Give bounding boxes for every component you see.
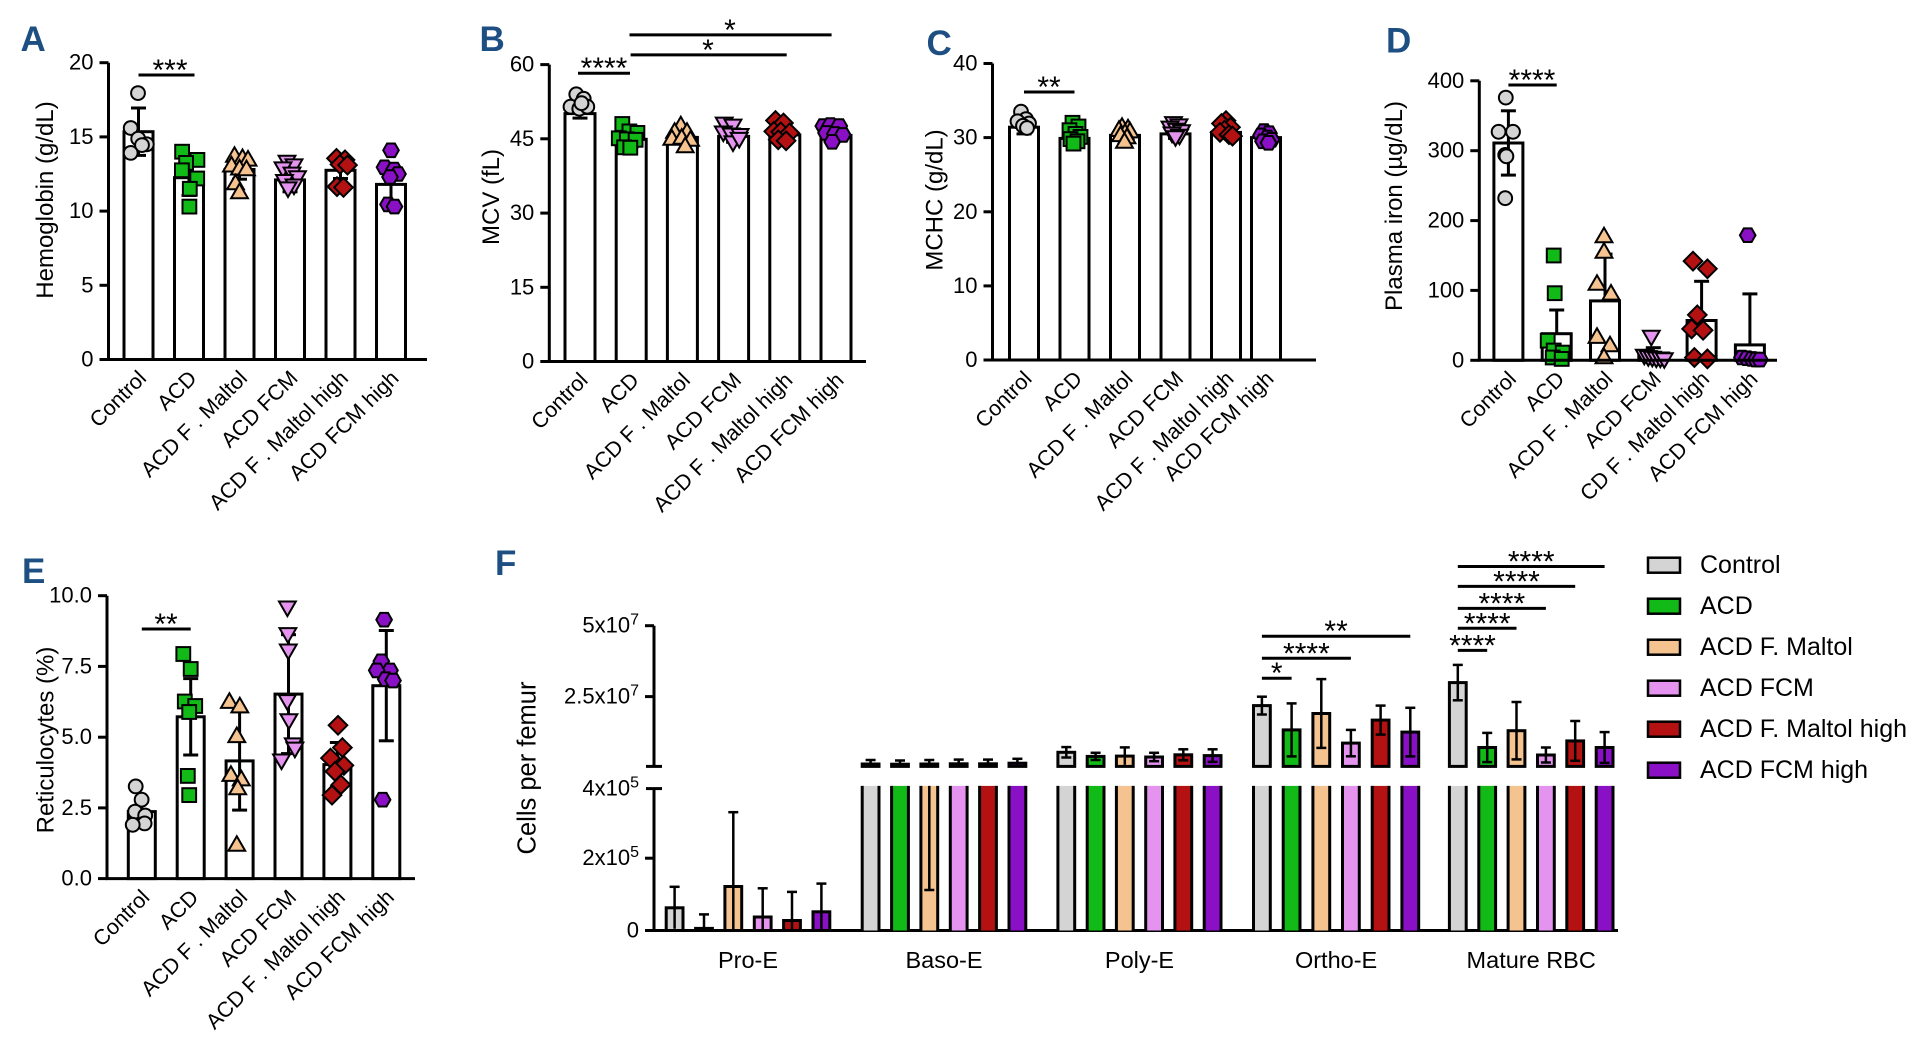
svg-text:60: 60 [510,52,534,77]
svg-text:Mature RBC: Mature RBC [1467,947,1596,973]
svg-text:A: A [21,20,46,59]
svg-text:**: ** [1037,71,1061,104]
svg-text:*: * [702,34,714,67]
svg-text:F: F [495,544,516,583]
svg-text:7.5: 7.5 [61,653,92,678]
svg-text:****: **** [1464,607,1511,640]
svg-text:ACD F. Maltol high: ACD F. Maltol high [1700,715,1907,743]
svg-text:ACD F. Maltol: ACD F. Maltol [1700,633,1853,661]
svg-text:ACD FCM: ACD FCM [1700,674,1814,702]
svg-text:ACD: ACD [1700,592,1753,620]
svg-text:2.5: 2.5 [61,795,92,820]
svg-text:Control: Control [1700,551,1781,579]
svg-text:****: **** [1449,629,1496,662]
svg-text:Ortho-E: Ortho-E [1295,947,1377,973]
svg-text:***: *** [152,54,187,87]
svg-text:200: 200 [1428,208,1465,233]
svg-text:****: **** [1283,637,1330,670]
svg-text:10: 10 [953,273,977,298]
svg-text:30: 30 [510,200,534,225]
svg-text:10.0: 10.0 [49,583,92,608]
svg-text:0: 0 [965,347,977,372]
svg-text:300: 300 [1428,138,1465,163]
svg-text:100: 100 [1428,277,1465,302]
svg-text:D: D [1386,22,1411,61]
svg-text:Cells per femur: Cells per femur [514,681,542,854]
svg-text:0.0: 0.0 [61,866,92,891]
svg-text:MCV (fL): MCV (fL) [478,149,505,245]
svg-text:5: 5 [81,272,93,297]
svg-text:*: * [724,14,736,47]
svg-text:5.0: 5.0 [61,724,92,749]
svg-text:10: 10 [69,198,93,223]
svg-text:0: 0 [522,349,534,374]
svg-text:****: **** [1493,565,1540,598]
svg-text:Poly-E: Poly-E [1105,947,1174,973]
svg-text:*: * [1271,657,1283,690]
svg-text:****: **** [1478,587,1525,620]
svg-text:5x107: 5x107 [582,612,639,638]
svg-text:E: E [22,552,45,591]
svg-text:Baso-E: Baso-E [905,947,982,973]
svg-text:20: 20 [953,199,977,224]
svg-text:2.5x107: 2.5x107 [564,683,639,709]
svg-text:0: 0 [627,918,639,943]
svg-text:MCHC (g/dL): MCHC (g/dL) [922,129,949,270]
svg-text:B: B [480,20,505,59]
svg-text:4x105: 4x105 [582,775,639,801]
svg-text:2x105: 2x105 [582,844,639,870]
svg-text:****: **** [1509,64,1556,97]
svg-text:****: **** [1508,546,1555,579]
svg-text:**: ** [1324,615,1348,648]
svg-text:15: 15 [510,274,534,299]
svg-text:20: 20 [69,50,93,75]
svg-text:****: **** [581,52,628,85]
svg-text:ACD FCM high: ACD FCM high [1700,756,1868,784]
svg-text:400: 400 [1428,68,1465,93]
svg-text:0: 0 [1452,347,1464,372]
svg-text:15: 15 [69,124,93,149]
svg-text:0: 0 [81,347,93,372]
svg-text:Pro-E: Pro-E [718,947,778,973]
svg-text:**: ** [154,608,178,641]
svg-text:Hemoglobin (g/dL): Hemoglobin (g/dL) [32,101,59,298]
svg-text:Reticulocytes (%): Reticulocytes (%) [33,647,60,834]
svg-text:45: 45 [510,126,534,151]
svg-text:40: 40 [953,51,977,76]
svg-text:30: 30 [953,125,977,150]
svg-text:C: C [927,24,952,63]
svg-text:Plasma iron (µg/dL): Plasma iron (µg/dL) [1381,101,1408,311]
